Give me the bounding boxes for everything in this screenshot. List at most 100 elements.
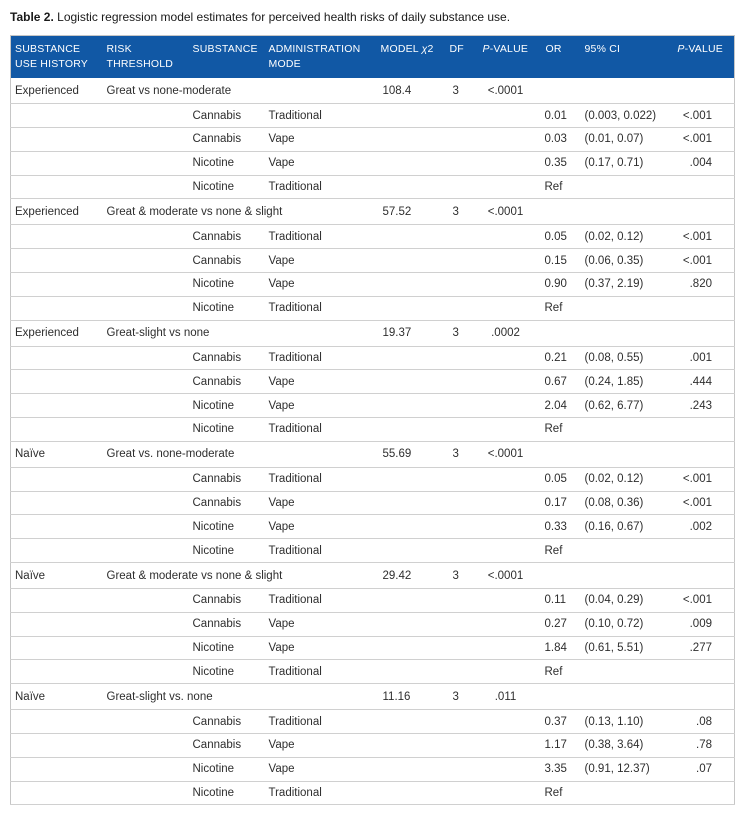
- confidence-interval: [580, 538, 673, 564]
- estimate-p-value-empty: [672, 683, 735, 711]
- df-empty: [446, 272, 479, 297]
- odds-ratio: 0.90: [532, 272, 581, 297]
- estimate-p-value: <.001: [672, 127, 735, 152]
- risk-threshold: Great & moderate vs none & slight: [102, 198, 377, 226]
- df-value: 3: [446, 77, 479, 105]
- df-value: 3: [446, 441, 479, 468]
- model-p-value-empty: [478, 103, 533, 129]
- confidence-interval: [580, 296, 673, 321]
- odds-ratio: Ref: [532, 781, 581, 806]
- confidence-interval: (0.38, 3.64): [580, 733, 673, 758]
- model-group-row: Experienced Great-slight vs none 19.37 3.00…: [10, 320, 735, 347]
- administration-mode: Vape: [264, 272, 377, 297]
- risk-threshold-empty: [102, 514, 189, 540]
- confidence-interval: (0.62, 6.77): [580, 393, 673, 419]
- confidence-interval-empty: [580, 320, 673, 347]
- model-p-value-empty: [478, 733, 533, 758]
- confidence-interval: (0.08, 0.55): [580, 346, 673, 371]
- risk-threshold-empty: [102, 417, 189, 442]
- administration-mode: Traditional: [264, 175, 377, 200]
- model-chi2-value: 29.42: [376, 562, 447, 590]
- col-model-chi2: MODEL χ2: [376, 35, 447, 78]
- estimate-row: Cannabis Traditional 0.11 (0.04, 0.29) <.001: [10, 588, 735, 613]
- df-empty: [446, 417, 479, 442]
- confidence-interval: (0.06, 0.35): [580, 248, 673, 274]
- model-p-value-empty: [478, 588, 533, 613]
- estimate-row: Nicotine Traditional Ref: [10, 659, 735, 685]
- odds-ratio: Ref: [532, 659, 581, 685]
- risk-threshold-empty: [102, 103, 189, 129]
- df-empty: [446, 467, 479, 492]
- administration-mode: Traditional: [264, 781, 377, 806]
- estimate-row: Nicotine Vape 3.35 (0.91, 12.37) .07: [10, 757, 735, 782]
- substance-use-history-empty: [10, 757, 103, 782]
- estimate-row: Cannabis Traditional 0.05 (0.02, 0.12) <.001: [10, 224, 735, 250]
- odds-ratio: 0.05: [532, 224, 581, 250]
- model-chi2-empty: [376, 709, 447, 734]
- substance: Cannabis: [188, 733, 265, 758]
- substance: Nicotine: [188, 514, 265, 540]
- model-p-value-empty: [478, 248, 533, 274]
- model-chi2-empty: [376, 346, 447, 371]
- estimate-p-value-empty: [672, 320, 735, 347]
- col-substance-use-history: SUBSTANCE USE HISTORY: [10, 35, 103, 78]
- risk-threshold-empty: [102, 612, 189, 637]
- substance: Cannabis: [188, 248, 265, 274]
- model-chi2-empty: [376, 514, 447, 540]
- df-empty: [446, 346, 479, 371]
- substance-use-history-empty: [10, 175, 103, 200]
- odds-ratio: 0.67: [532, 369, 581, 395]
- model-chi2-empty: [376, 659, 447, 685]
- model-p-value: .011: [478, 683, 533, 711]
- model-p-value: .0002: [478, 320, 533, 347]
- odds-ratio-empty: [532, 320, 581, 347]
- df-empty: [446, 514, 479, 540]
- risk-threshold-empty: [102, 175, 189, 200]
- administration-mode: Vape: [264, 733, 377, 758]
- administration-mode: Vape: [264, 248, 377, 274]
- administration-mode: Traditional: [264, 588, 377, 613]
- estimate-row: Cannabis Traditional 0.05 (0.02, 0.12) <.001: [10, 467, 735, 492]
- estimate-row: Cannabis Traditional 0.21 (0.08, 0.55) .001: [10, 346, 735, 371]
- substance-use-history-empty: [10, 781, 103, 806]
- estimate-row: Cannabis Vape 1.17 (0.38, 3.64) .78: [10, 733, 735, 758]
- estimate-row: Nicotine Vape 0.35 (0.17, 0.71) .004: [10, 151, 735, 176]
- model-p-value-empty: [478, 491, 533, 516]
- confidence-interval: [580, 417, 673, 442]
- model-p-value-empty: [478, 127, 533, 152]
- model-chi2-empty: [376, 588, 447, 613]
- substance-use-history: Naïve: [10, 441, 103, 468]
- estimate-p-value-empty: [672, 77, 735, 105]
- substance-use-history-empty: [10, 127, 103, 152]
- col-p-value-model: P-VALUE: [478, 35, 533, 78]
- odds-ratio: 1.84: [532, 636, 581, 661]
- odds-ratio: 0.01: [532, 103, 581, 129]
- estimate-p-value: [672, 417, 735, 442]
- substance: Cannabis: [188, 224, 265, 250]
- confidence-interval-empty: [580, 198, 673, 226]
- odds-ratio: 0.17: [532, 491, 581, 516]
- model-chi2-empty: [376, 393, 447, 419]
- model-p-value-empty: [478, 417, 533, 442]
- substance: Nicotine: [188, 272, 265, 297]
- confidence-interval: (0.08, 0.36): [580, 491, 673, 516]
- model-chi2-empty: [376, 538, 447, 564]
- col-administration-mode: ADMINISTRATION MODE: [264, 35, 377, 78]
- estimate-p-value: <.001: [672, 224, 735, 250]
- estimate-p-value: .08: [672, 709, 735, 734]
- estimate-p-value: .002: [672, 514, 735, 540]
- p-italic: P: [677, 43, 685, 56]
- model-group-row: Naïve Great vs. none-moderate 55.69 3 <.0001: [10, 441, 735, 468]
- substance: Cannabis: [188, 588, 265, 613]
- estimate-p-value: <.001: [672, 467, 735, 492]
- risk-threshold: Great-slight vs none: [102, 320, 377, 347]
- estimate-p-value: <.001: [672, 248, 735, 274]
- model-chi2-empty: [376, 636, 447, 661]
- substance: Cannabis: [188, 491, 265, 516]
- odds-ratio: 2.04: [532, 393, 581, 419]
- substance: Nicotine: [188, 175, 265, 200]
- substance: Cannabis: [188, 369, 265, 395]
- administration-mode: Traditional: [264, 417, 377, 442]
- model-group-row: Naïve Great-slight vs. none 11.16 3.011: [10, 683, 735, 711]
- estimate-p-value: <.001: [672, 103, 735, 129]
